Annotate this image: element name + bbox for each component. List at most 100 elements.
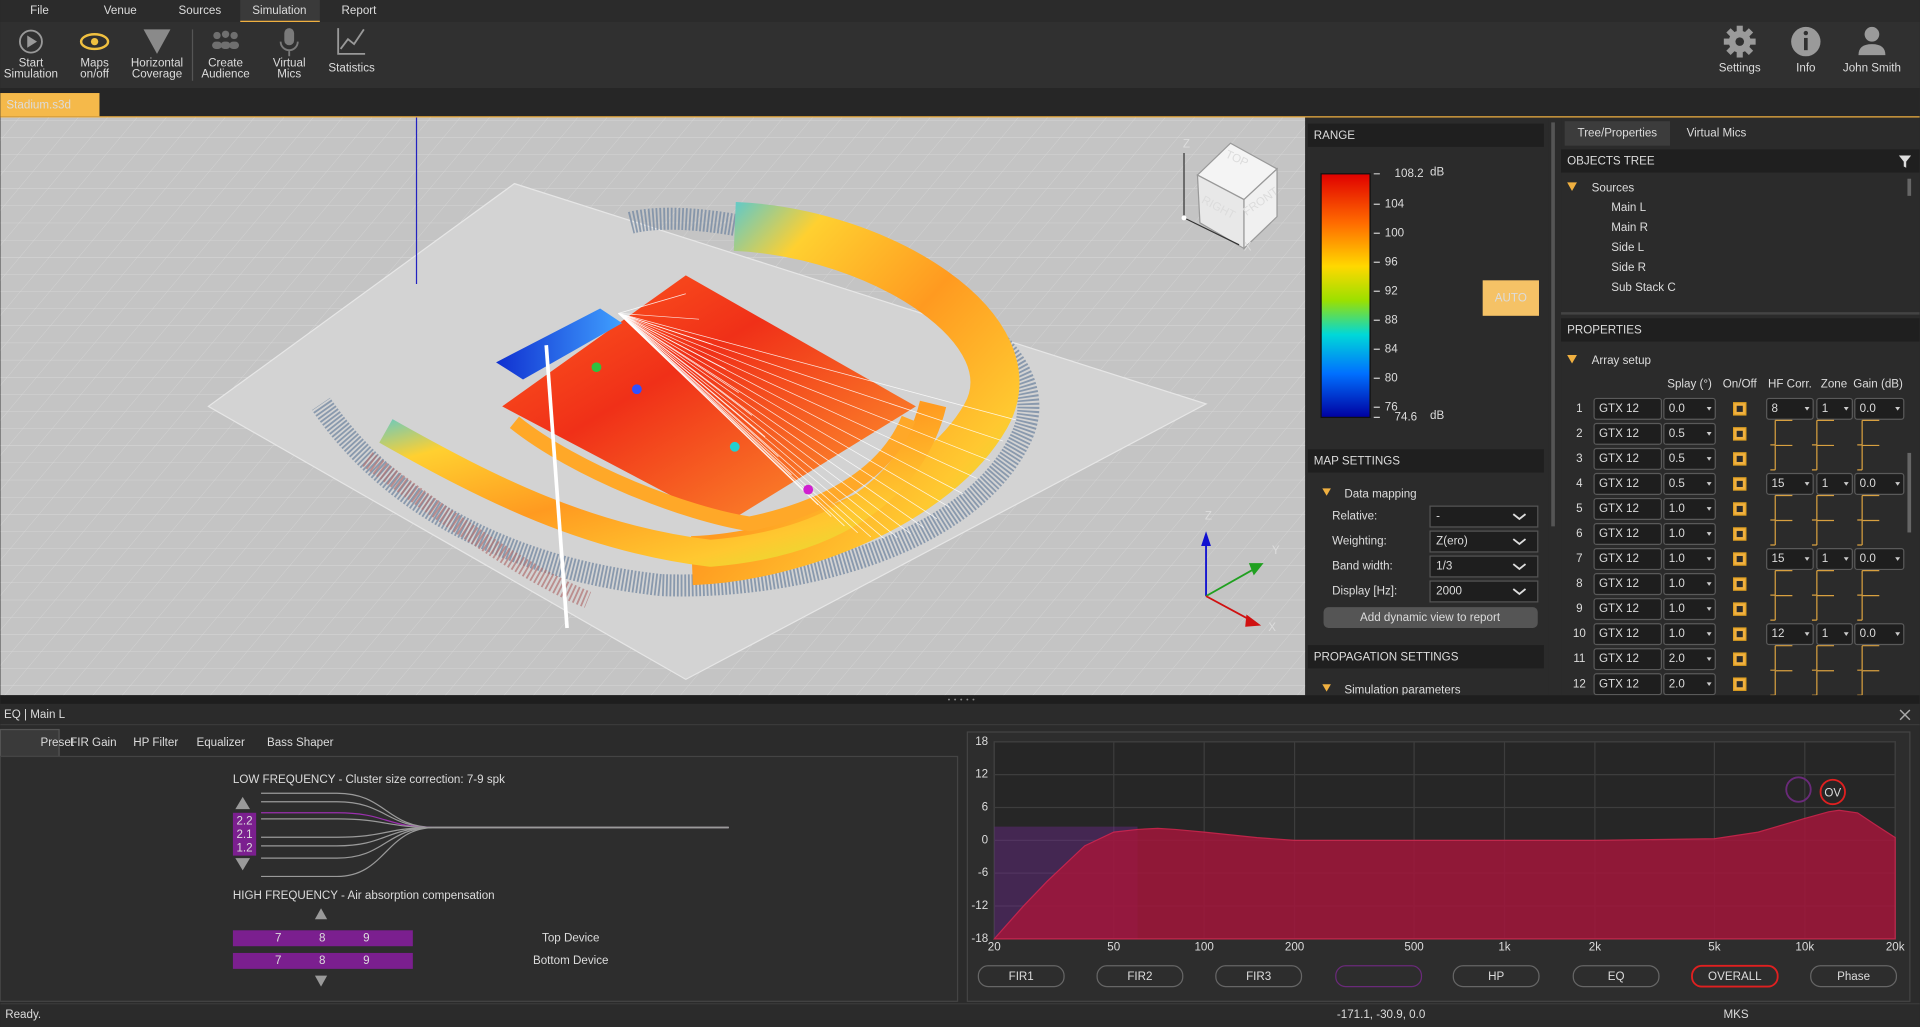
input-value[interactable]: 1 [1822,477,1828,490]
eq-tab[interactable]: HP Filter [133,736,178,749]
input-box[interactable] [1663,598,1716,621]
input-value[interactable]: GTX 12 [1599,602,1639,615]
input-box[interactable] [1593,673,1663,696]
input-value[interactable]: 2.0 [1669,677,1685,690]
dropdown[interactable] [1429,530,1539,553]
input-box[interactable] [1593,422,1663,445]
input-box[interactable] [1766,472,1814,495]
input-box[interactable] [1816,623,1853,646]
input-box[interactable] [1663,648,1716,671]
input-value[interactable]: 1.0 [1669,552,1685,565]
input-box[interactable] [1593,472,1663,495]
input-value[interactable]: GTX 12 [1599,627,1639,640]
input-box[interactable] [1816,472,1853,495]
toolbar-button-label[interactable]: Start [19,57,44,70]
filter-button-label[interactable]: EQ [1608,970,1625,983]
input-value[interactable]: 1.0 [1669,527,1685,540]
input-value[interactable]: 2.0 [1669,652,1685,665]
input-value[interactable]: 1.0 [1669,602,1685,615]
toolbar-button-label[interactable]: Virtual [273,57,306,70]
tree-node[interactable]: Main L [1611,201,1646,214]
input-box[interactable] [1593,598,1663,621]
input-box[interactable] [1593,397,1663,420]
input-box[interactable] [1854,623,1905,646]
input-value[interactable]: 1 [1822,402,1828,415]
panel-tab[interactable] [1564,121,1670,146]
input-value[interactable]: GTX 12 [1599,502,1639,515]
input-value[interactable]: 12 [1772,627,1785,640]
filter-button[interactable] [1452,965,1540,988]
input-box[interactable] [1854,472,1905,495]
document-tab[interactable] [0,93,100,117]
input-value[interactable]: GTX 12 [1599,427,1639,440]
input-value[interactable]: 0.5 [1669,452,1685,465]
input-value[interactable]: GTX 12 [1599,452,1639,465]
dropdown-value[interactable]: 2000 [1436,585,1462,598]
input-value[interactable]: GTX 12 [1599,577,1639,590]
close-button[interactable] [1899,709,1911,721]
input-value[interactable]: 1 [1822,552,1828,565]
menu-item[interactable]: Report [342,4,378,17]
input-box[interactable] [1593,648,1663,671]
auto-button[interactable] [1482,280,1539,316]
toolbar-button-label[interactable]: John Smith [1843,62,1901,75]
toolbar-button-label[interactable]: Coverage [132,68,182,81]
filter-button[interactable] [977,965,1065,988]
filter-button-label[interactable]: Phase [1837,970,1870,983]
dropdown[interactable] [1429,555,1539,578]
report-button-label[interactable]: Add dynamic view to report [1360,611,1501,624]
input-value[interactable]: 0.0 [1860,552,1876,565]
filter-button-label[interactable]: FIR1 [1009,970,1034,983]
toolbar-button-label[interactable]: Info [1796,62,1815,75]
eq-tab[interactable]: Preset [40,736,74,749]
toolbar-button-label[interactable]: Audience [201,68,249,81]
input-box[interactable] [1593,623,1663,646]
menu-item[interactable]: Simulation [252,4,306,17]
tree-node[interactable]: Side R [1611,261,1646,274]
input-box[interactable] [1854,548,1905,571]
toolbar-button-label[interactable]: Simulation [4,68,58,81]
filter-button[interactable] [1335,965,1423,988]
dropdown-value[interactable]: Z(ero) [1436,535,1468,548]
toolbar-button-label[interactable]: Create [208,57,243,70]
step-down[interactable] [314,975,328,987]
input-value[interactable]: 1.0 [1669,502,1685,515]
input-box[interactable] [1593,548,1663,571]
panel-tab-label[interactable]: Virtual Mics [1687,126,1747,139]
input-box[interactable] [1816,397,1853,420]
step-up[interactable] [235,796,251,810]
input-value[interactable]: 0.0 [1860,477,1876,490]
menu-item[interactable]: File [30,4,49,17]
input-value[interactable]: GTX 12 [1599,677,1639,690]
menu-item[interactable]: Sources [179,4,222,17]
tree-node[interactable]: Sources [1592,182,1635,195]
filter-button-label[interactable]: OVERALL [1708,970,1762,983]
input-value[interactable]: 0.0 [1860,402,1876,415]
filter-button[interactable] [1096,965,1184,988]
input-box[interactable] [1593,447,1663,470]
input-value[interactable]: GTX 12 [1599,477,1639,490]
dropdown-value[interactable]: - [1436,510,1440,523]
input-value[interactable]: GTX 12 [1599,527,1639,540]
step-up[interactable] [314,908,328,920]
panel-tab-label[interactable]: Tree/Properties [1578,126,1658,139]
input-box[interactable] [1663,573,1716,596]
input-box[interactable] [1766,623,1814,646]
input-box[interactable] [1766,397,1814,420]
input-value[interactable]: 0.5 [1669,477,1685,490]
input-value[interactable]: GTX 12 [1599,402,1639,415]
filter-button[interactable] [1572,965,1660,988]
dropdown-value[interactable]: 1/3 [1436,560,1452,573]
tree-node[interactable]: Main R [1611,221,1648,234]
input-box[interactable] [1663,447,1716,470]
filter-button[interactable] [1691,964,1779,988]
step-down[interactable] [235,858,251,871]
report-button[interactable] [1323,607,1538,628]
input-box[interactable] [1854,397,1905,420]
toolbar-button-label[interactable]: Settings [1719,62,1761,75]
menu-item[interactable]: Venue [104,4,137,17]
input-value[interactable]: GTX 12 [1599,652,1639,665]
toolbar-button-label[interactable]: Horizontal [131,57,183,70]
tree-node[interactable]: Sub Stack C [1611,281,1676,294]
input-box[interactable] [1766,548,1814,571]
